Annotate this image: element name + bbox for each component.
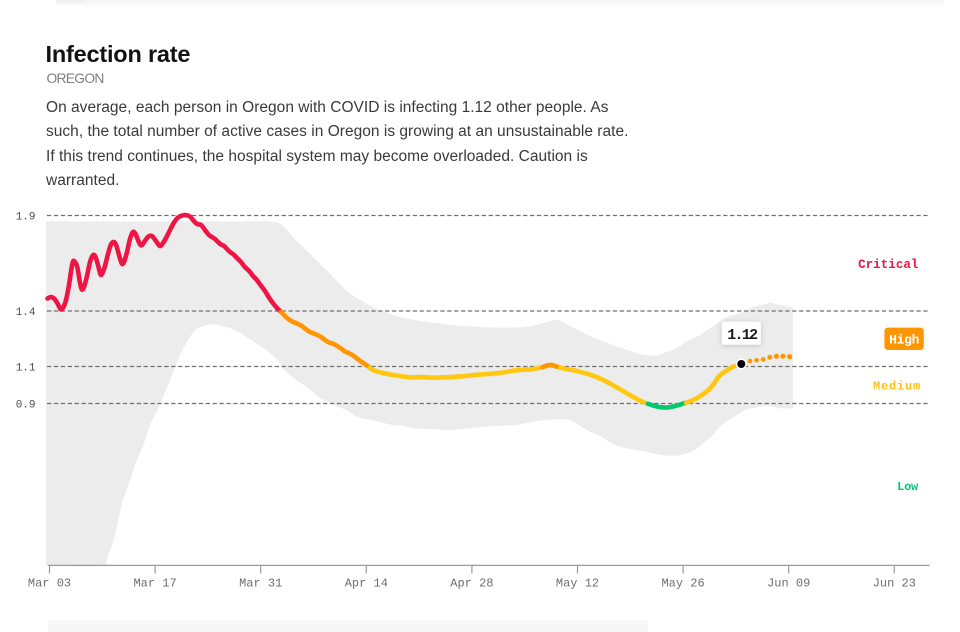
svg-text:May 26: May 26 [661, 576, 704, 590]
svg-text:1.4: 1.4 [16, 307, 36, 319]
svg-text:Critical: Critical [858, 258, 918, 272]
svg-text:0.9: 0.9 [16, 399, 36, 411]
svg-text:1.12: 1.12 [727, 327, 758, 344]
svg-text:Mar 31: Mar 31 [239, 576, 282, 590]
svg-text:Mar 17: Mar 17 [133, 576, 176, 590]
svg-text:Apr 14: Apr 14 [345, 576, 388, 590]
svg-text:Low: Low [897, 480, 919, 494]
svg-text:1.9: 1.9 [16, 211, 36, 223]
svg-text:Medium: Medium [873, 379, 921, 393]
svg-text:1.1: 1.1 [16, 362, 36, 374]
svg-text:Jun 23: Jun 23 [873, 576, 916, 590]
svg-text:May 12: May 12 [556, 576, 599, 590]
svg-text:Apr 28: Apr 28 [450, 576, 493, 590]
svg-text:Jun 09: Jun 09 [767, 576, 810, 590]
svg-text:High: High [889, 333, 920, 348]
svg-text:Mar 03: Mar 03 [28, 576, 71, 590]
